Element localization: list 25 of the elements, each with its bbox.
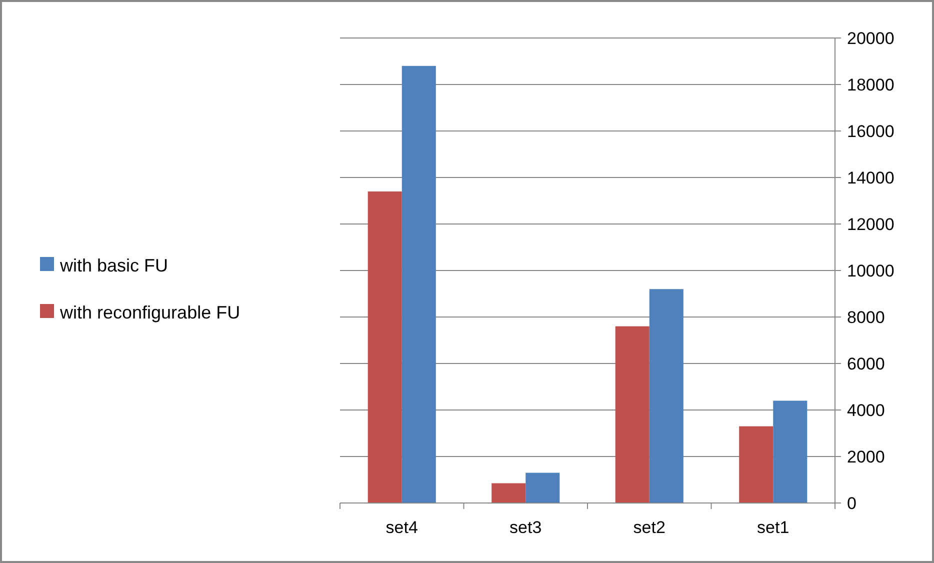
- x-tick-label: set4: [386, 518, 418, 537]
- bar: [739, 426, 774, 503]
- y-tick-label: 2000: [847, 447, 885, 466]
- bar: [492, 483, 526, 503]
- bar: [773, 400, 808, 503]
- y-tick-label: 20000: [847, 28, 894, 48]
- y-tick-label: 0: [847, 494, 856, 513]
- y-tick-label: 10000: [847, 261, 894, 280]
- legend-label: with reconfigurable FU: [59, 302, 240, 322]
- y-tick-label: 18000: [847, 75, 894, 94]
- bar: [649, 289, 684, 503]
- y-tick-label: 8000: [847, 308, 885, 327]
- x-tick-label: set2: [633, 518, 666, 537]
- bar: [526, 472, 560, 503]
- y-tick-label: 4000: [847, 400, 885, 420]
- bar: [368, 191, 402, 503]
- legend-label: with basic FU: [59, 255, 168, 276]
- y-tick-label: 6000: [847, 354, 885, 374]
- y-tick-label: 16000: [847, 122, 894, 141]
- x-tick-label: set1: [757, 518, 790, 537]
- bar: [402, 66, 436, 503]
- y-tick-label: 14000: [847, 168, 894, 188]
- bar: [615, 326, 650, 503]
- x-tick-label: set3: [510, 518, 542, 537]
- y-tick-label: 12000: [847, 214, 894, 234]
